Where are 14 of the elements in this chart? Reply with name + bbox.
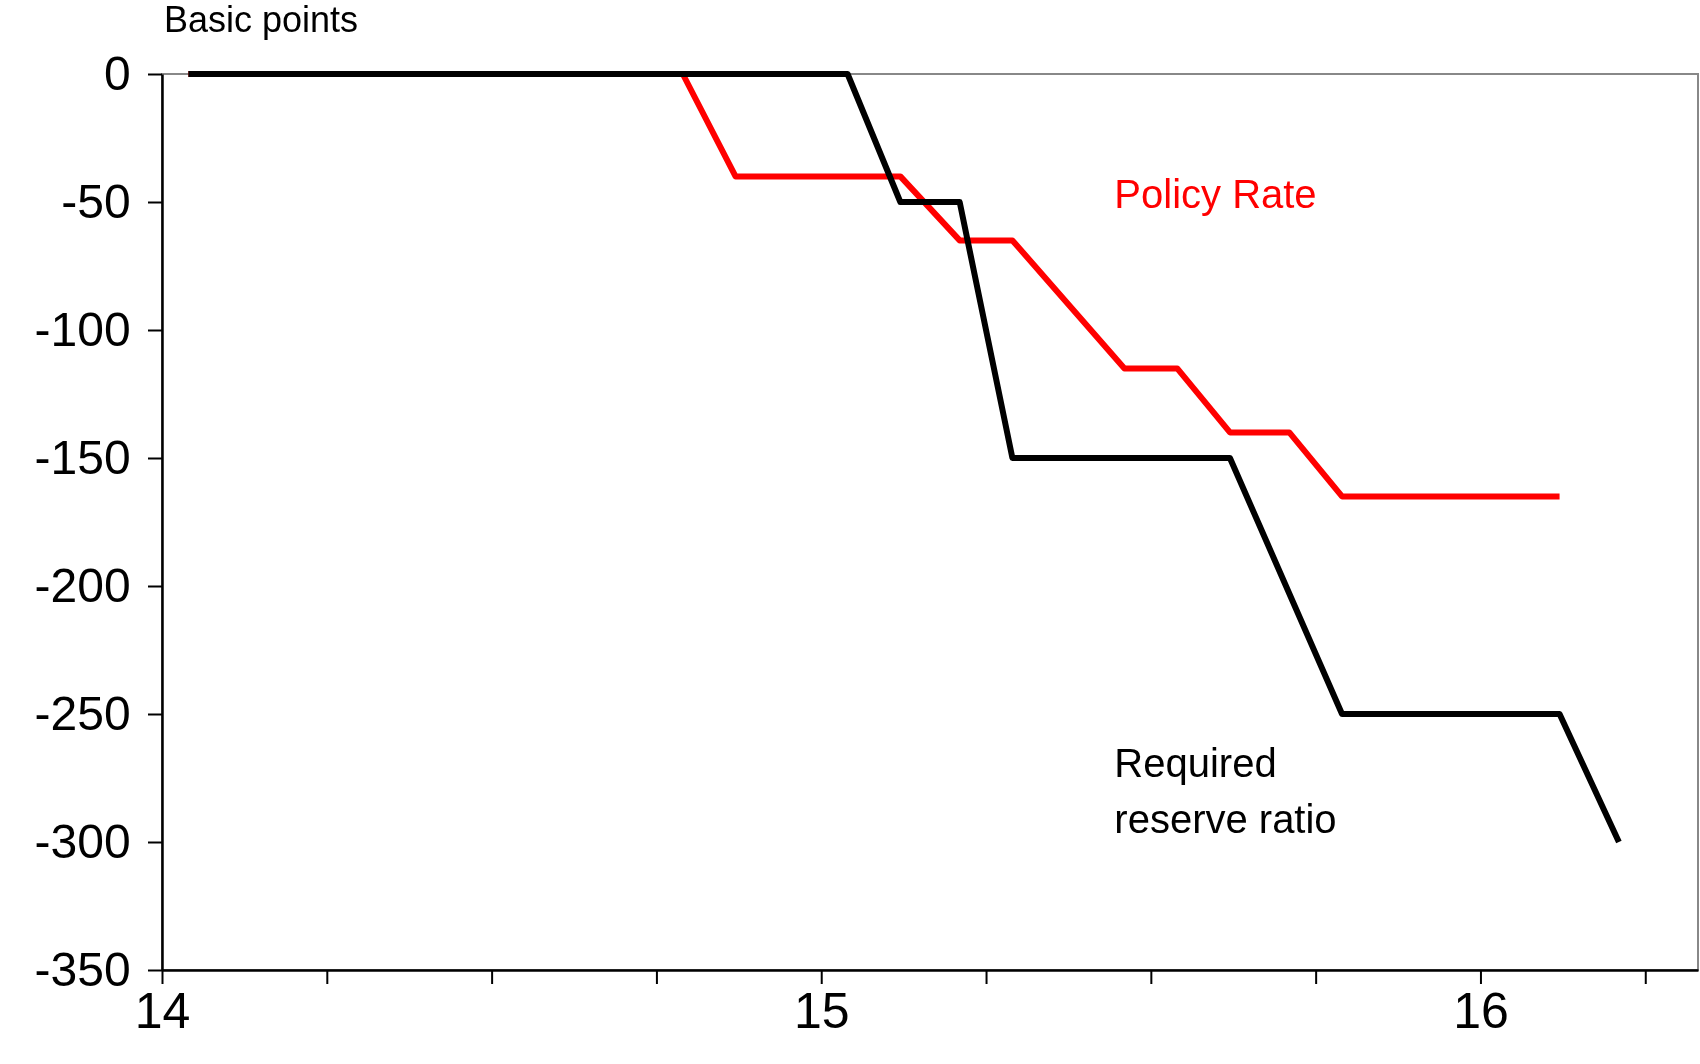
y-tick-label: 0 [103,46,131,100]
y-tick-label: -350 [34,942,131,996]
y-tick-label: -50 [61,174,131,228]
y-tick-label: -200 [34,558,131,612]
y-tick-label: -150 [34,430,131,484]
y-axis-title: Basic points [164,0,359,40]
x-tick-label: 15 [793,983,850,1039]
y-tick-label: -300 [34,814,131,868]
x-tick-label: 14 [134,983,191,1039]
text: Policy Rate [1114,172,1317,217]
y-tick-label: -100 [34,302,131,356]
series-label: Required reserve ratio [1114,741,1337,842]
y-tick-label: -250 [34,686,131,740]
x-tick-label: 16 [1453,983,1509,1039]
